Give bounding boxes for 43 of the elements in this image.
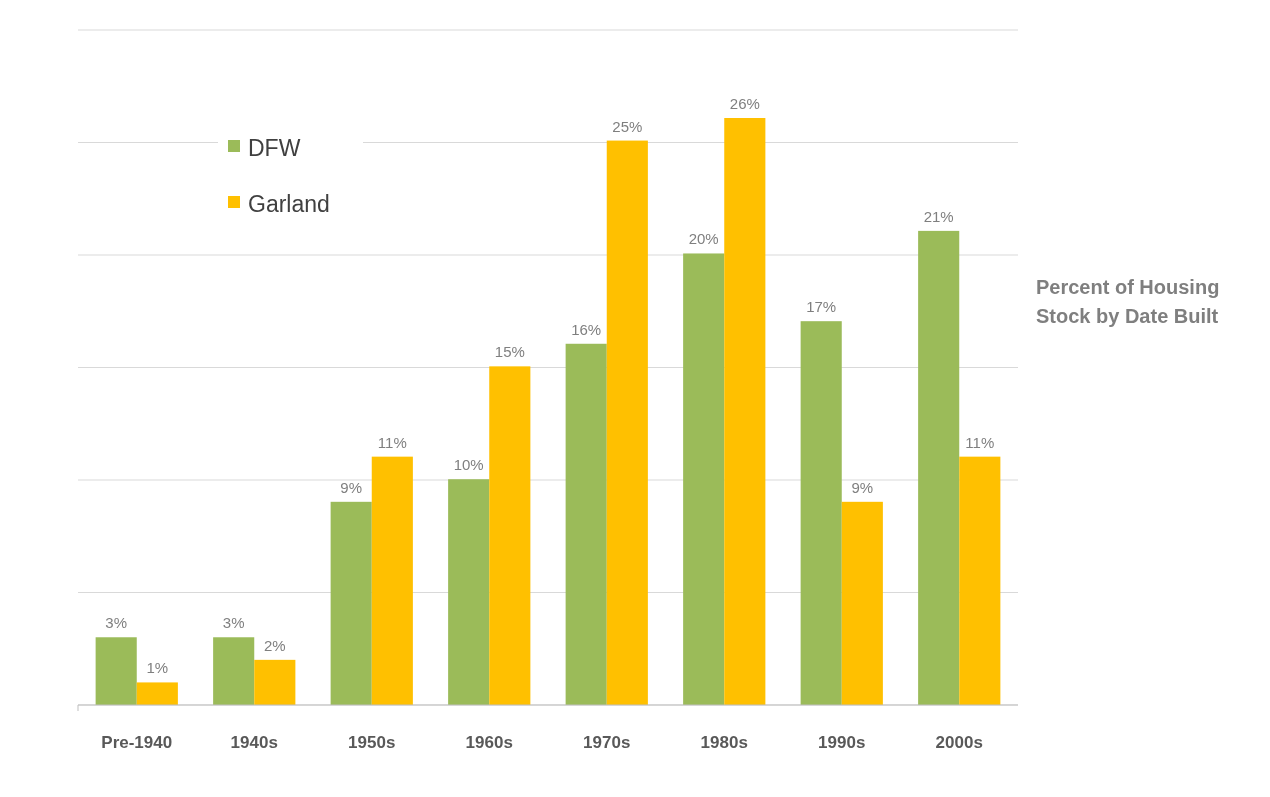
- bar: [724, 118, 766, 705]
- data-label: 3%: [105, 614, 128, 632]
- data-label: 1%: [146, 659, 169, 677]
- data-label: 25%: [612, 117, 643, 135]
- bar: [448, 479, 490, 705]
- data-label: 11%: [377, 433, 407, 451]
- x-tick-label: 1960s: [465, 733, 513, 752]
- bar: [841, 501, 883, 705]
- bar: [213, 637, 255, 705]
- bar: [918, 230, 960, 705]
- bar: [959, 456, 1001, 705]
- legend-label: Garland: [248, 191, 330, 218]
- bar: [565, 343, 607, 705]
- data-label: 10%: [453, 456, 484, 474]
- x-tick-label: 1940s: [230, 733, 278, 752]
- data-label: 15%: [494, 343, 525, 361]
- x-tick-label: 1980s: [700, 733, 748, 752]
- text: Percent of Housing Stock by Date Built: [1036, 276, 1220, 327]
- x-tick-label: 1950s: [348, 733, 396, 752]
- bar: [371, 456, 413, 705]
- x-tick-label: 2000s: [935, 733, 983, 752]
- bar: [489, 366, 531, 705]
- data-label: 9%: [851, 478, 874, 496]
- bar: [330, 501, 372, 705]
- data-label: 16%: [571, 320, 602, 338]
- data-label: 3%: [222, 614, 245, 632]
- legend-label: DFW: [248, 135, 301, 162]
- data-label: 9%: [340, 478, 363, 496]
- data-label: 17%: [806, 298, 837, 316]
- bar: [95, 637, 137, 705]
- data-label: 2%: [263, 636, 286, 654]
- bar: [254, 659, 296, 705]
- x-tick-label: 1970s: [583, 733, 631, 752]
- bar: [800, 321, 842, 705]
- bar: [606, 140, 648, 705]
- data-label: 26%: [729, 95, 760, 112]
- data-label: 21%: [923, 207, 954, 225]
- x-tick-label: 1990s: [818, 733, 866, 752]
- bar: [683, 253, 725, 705]
- data-label: 20%: [688, 230, 719, 248]
- bar: [136, 682, 178, 705]
- x-tick-label: Pre-1940: [101, 733, 173, 752]
- data-label: 11%: [965, 433, 995, 451]
